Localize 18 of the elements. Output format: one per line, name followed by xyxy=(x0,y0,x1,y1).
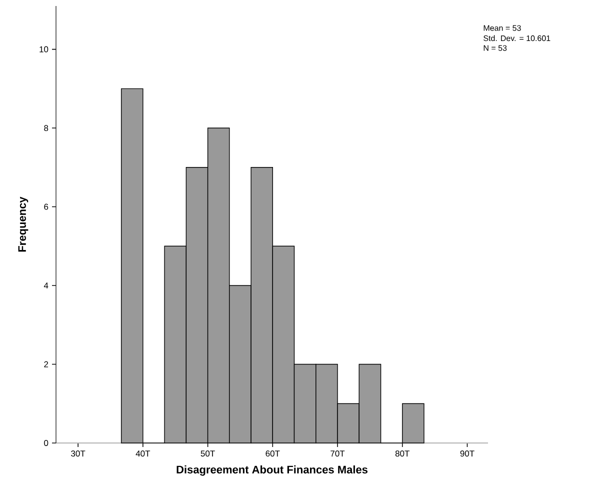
x-tick-label: 60T xyxy=(266,450,280,457)
y-tick-label: 8 xyxy=(44,125,48,132)
annotation: Std. Dev. = 10.601 xyxy=(484,35,550,42)
annotation: N = 53 xyxy=(484,45,507,51)
x-tick-label: 80T xyxy=(395,450,410,457)
x-tick-label: 70T xyxy=(330,450,345,457)
y-tick-label: 10 xyxy=(40,46,48,52)
x-tick-label: 50T xyxy=(200,450,215,457)
y-tick-label: 6 xyxy=(44,204,48,210)
x-tick-label: 90T xyxy=(460,450,474,457)
y-tick-label: 2 xyxy=(44,361,48,368)
x-axis-title: Disagreement About Finances Males xyxy=(176,465,368,476)
y-axis-title: Frequency xyxy=(18,196,28,252)
x-tick-label: 30T xyxy=(71,450,86,457)
annotation: Mean = 53 xyxy=(484,25,521,31)
y-tick-label: 0 xyxy=(44,440,48,446)
x-tick-label: 40T xyxy=(136,450,150,457)
y-tick-label: 4 xyxy=(44,282,48,288)
